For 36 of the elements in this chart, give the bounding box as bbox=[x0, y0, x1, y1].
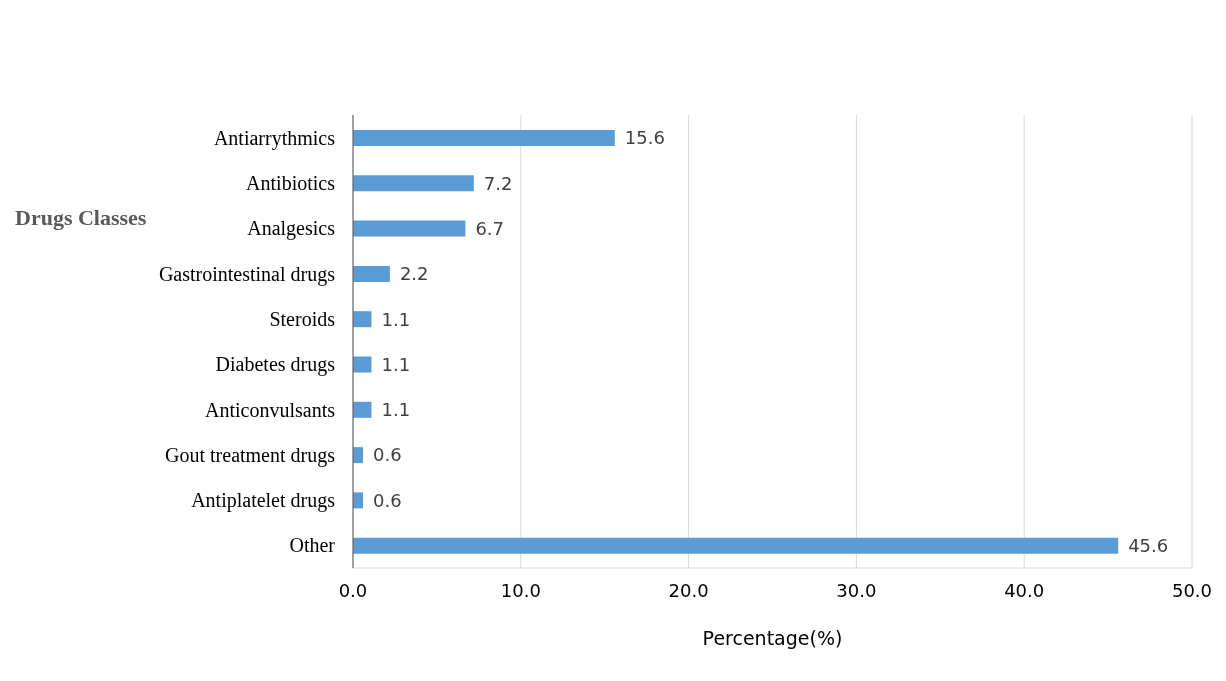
y-tick-label: Antiarrythmics bbox=[213, 126, 336, 150]
data-label: 15.6 bbox=[624, 127, 665, 149]
data-label: 1.1 bbox=[381, 308, 411, 330]
data-label: 6.7 bbox=[475, 217, 505, 239]
y-tick-label: Analgesics bbox=[247, 217, 336, 241]
data-label: 7.2 bbox=[483, 172, 513, 194]
x-axis-title: Percentage(%) bbox=[702, 627, 843, 649]
x-tick-label: 20.0 bbox=[668, 579, 709, 601]
data-label: 0.6 bbox=[373, 444, 402, 466]
y-tick-label: Antibiotics bbox=[246, 172, 336, 195]
x-tick-label: 50.0 bbox=[1171, 579, 1213, 601]
data-label: 1.1 bbox=[381, 399, 411, 421]
data-label: 0.6 bbox=[373, 489, 402, 511]
data-label: 1.1 bbox=[381, 353, 411, 375]
y-tick-label: Other bbox=[289, 534, 336, 557]
data-label: 45.6 bbox=[1128, 535, 1169, 557]
bar bbox=[353, 175, 474, 192]
y-tick-label: Diabetes drugs bbox=[215, 353, 336, 377]
bar bbox=[353, 401, 372, 418]
y-tick-label: Gout treatment drugs bbox=[165, 443, 336, 467]
bar bbox=[353, 265, 390, 282]
data-label: 2.2 bbox=[399, 263, 429, 285]
bar bbox=[353, 356, 372, 373]
y-tick-label: Steroids bbox=[269, 307, 336, 330]
x-tick-label: 30.0 bbox=[836, 579, 877, 601]
y-tick-label: Anticonvulsants bbox=[205, 398, 336, 421]
bar bbox=[353, 220, 466, 237]
bar bbox=[353, 537, 1119, 554]
x-tick-label: 40.0 bbox=[1004, 579, 1045, 601]
y-axis-title: Drugs Classes bbox=[15, 205, 147, 231]
bar bbox=[353, 130, 615, 146]
x-tick-label: 10.0 bbox=[500, 579, 541, 601]
y-tick-label: Gastrointestinal drugs bbox=[158, 262, 336, 286]
y-tick-label: Antiplatelet drugs bbox=[191, 489, 336, 513]
bar bbox=[353, 311, 372, 328]
x-tick-label: 0.0 bbox=[338, 579, 368, 601]
